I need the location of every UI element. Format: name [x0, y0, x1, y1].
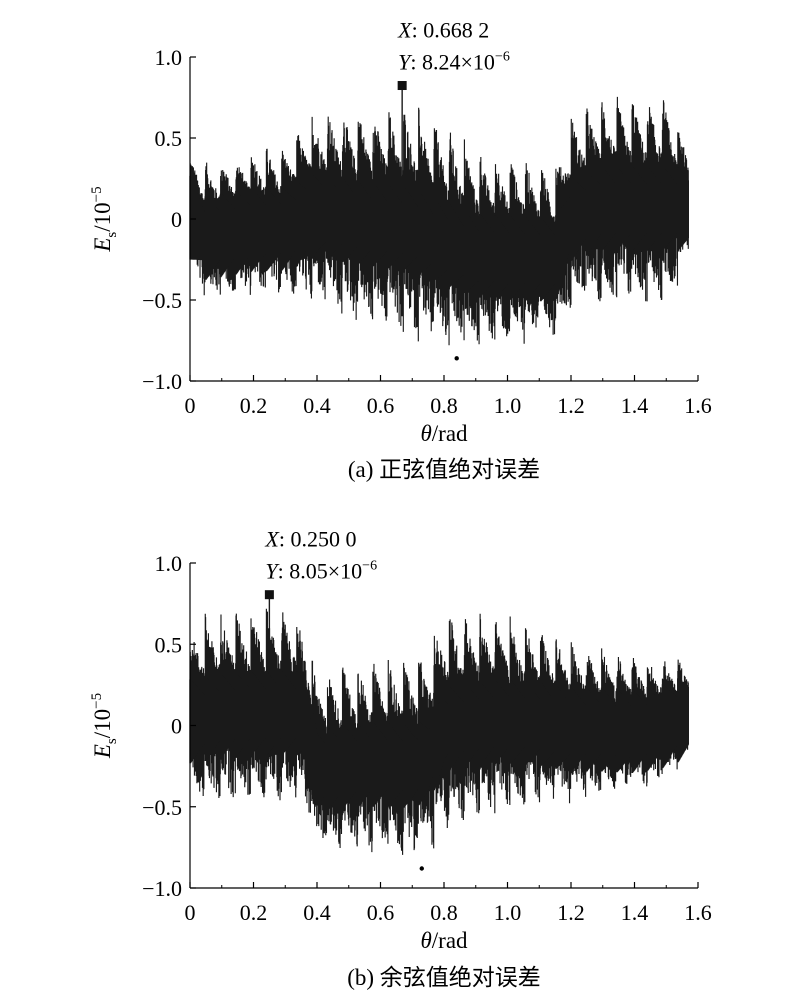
x-tick-label: 1.6 — [684, 900, 712, 925]
y-tick-label: 0 — [171, 207, 182, 232]
x-tick-label: 1.4 — [621, 900, 649, 925]
y-tick-label: −0.5 — [142, 795, 182, 820]
y-tick-label: 0.5 — [155, 126, 183, 151]
peak-annotation: X: 0.250 0 Y: 8.05×10−6 — [264, 527, 377, 726]
y-tick-label: −0.5 — [142, 288, 182, 313]
peak-marker — [397, 81, 407, 91]
y-tick-label: 1.0 — [155, 551, 183, 576]
y-tick-label: 1.0 — [155, 45, 183, 70]
y-axis-label-text: Es/10−5 — [89, 186, 120, 252]
x-tick-label: 0 — [185, 900, 196, 925]
x-tick-label: 1.2 — [557, 393, 585, 418]
panel-b-caption: (b) 余弦值绝对误差 — [347, 965, 541, 990]
y-tick-label: −1.0 — [142, 369, 182, 394]
x-ticks: 0 0.2 0.4 0.6 0.8 1.0 1.2 1.4 1.6 — [185, 375, 712, 418]
peak-x-readout: X: 0.250 0 — [264, 527, 356, 552]
peak-y-readout: Y: 8.24×10−6 — [398, 50, 510, 75]
peak-annotation: X: 0.668 2 Y: 8.24×10−6 — [397, 18, 510, 219]
panel-a-chart: −1.0 −0.5 0 0.5 1.0 0 0.2 0.4 0.6 0.8 1.0 1.2 1.4 1.… — [89, 18, 712, 482]
panel-b-chart: −1.0 −0.5 0 0.5 1.0 0 0.2 0.4 0.6 0.8 1.0 1.2 1.4 1.… — [89, 527, 712, 990]
panel-a-caption: (a) 正弦值绝对误差 — [348, 457, 540, 482]
x-tick-label: 0.2 — [240, 900, 268, 925]
x-axis-label: θ/rad — [420, 928, 468, 953]
y-axis-label: Es/10−5 — [89, 186, 120, 252]
y-axis-label-text: Es/10−5 — [89, 693, 120, 759]
x-tick-label: 0 — [185, 393, 196, 418]
min-point-marker — [454, 356, 459, 361]
y-tick-label: 0.5 — [155, 632, 183, 657]
x-tick-label: 1.2 — [557, 900, 585, 925]
signal-trace — [189, 608, 689, 855]
peak-x-readout: X: 0.668 2 — [397, 18, 489, 43]
y-ticks: −1.0 −0.5 0 0.5 1.0 — [142, 551, 196, 901]
min-point-marker — [419, 866, 424, 871]
y-tick-label: 0 — [171, 714, 182, 739]
peak-marker — [264, 590, 274, 600]
x-tick-label: 0.2 — [240, 393, 268, 418]
x-tick-label: 0.4 — [303, 393, 331, 418]
y-axis-label: Es/10−5 — [89, 693, 120, 759]
x-tick-label: 1.0 — [494, 393, 522, 418]
x-tick-label: 0.8 — [430, 393, 458, 418]
signal-trace — [189, 96, 689, 346]
y-ticks: −1.0 −0.5 0 0.5 1.0 — [142, 45, 196, 394]
x-tick-label: 1.0 — [494, 900, 522, 925]
x-tick-label: 1.4 — [621, 393, 649, 418]
x-axis-label: θ/rad — [420, 421, 468, 446]
y-tick-label: −1.0 — [142, 876, 182, 901]
peak-y-readout: Y: 8.05×10−6 — [265, 559, 377, 584]
x-tick-label: 0.6 — [367, 393, 395, 418]
x-tick-label: 0.4 — [303, 900, 331, 925]
x-ticks: 0 0.2 0.4 0.6 0.8 1.0 1.2 1.4 1.6 — [185, 882, 712, 925]
x-tick-label: 0.6 — [367, 900, 395, 925]
x-tick-label: 1.6 — [684, 393, 712, 418]
x-tick-label: 0.8 — [430, 900, 458, 925]
